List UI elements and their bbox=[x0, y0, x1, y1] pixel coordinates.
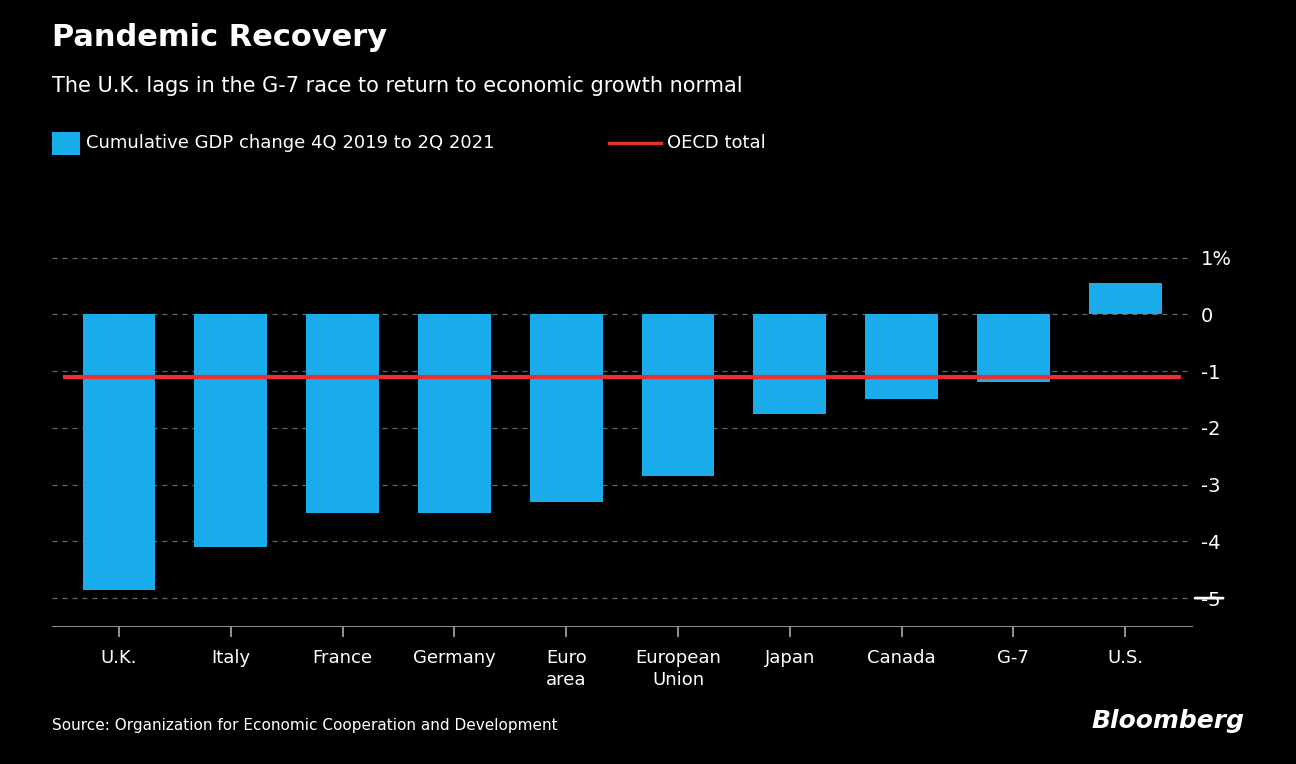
Text: Source: Organization for Economic Cooperation and Development: Source: Organization for Economic Cooper… bbox=[52, 718, 557, 733]
Bar bbox=[977, 314, 1050, 383]
Bar bbox=[194, 314, 267, 547]
Bar bbox=[419, 314, 491, 513]
Bar bbox=[1089, 283, 1161, 314]
Text: Cumulative GDP change 4Q 2019 to 2Q 2021: Cumulative GDP change 4Q 2019 to 2Q 2021 bbox=[86, 134, 494, 152]
Text: Bloomberg: Bloomberg bbox=[1091, 710, 1244, 733]
Bar bbox=[866, 314, 938, 400]
Text: OECD total: OECD total bbox=[667, 134, 766, 152]
Bar bbox=[306, 314, 378, 513]
Text: The U.K. lags in the G-7 race to return to economic growth normal: The U.K. lags in the G-7 race to return … bbox=[52, 76, 743, 96]
Bar bbox=[642, 314, 714, 476]
Text: Pandemic Recovery: Pandemic Recovery bbox=[52, 23, 388, 52]
Bar bbox=[83, 314, 156, 590]
Bar bbox=[753, 314, 826, 413]
Bar bbox=[530, 314, 603, 502]
